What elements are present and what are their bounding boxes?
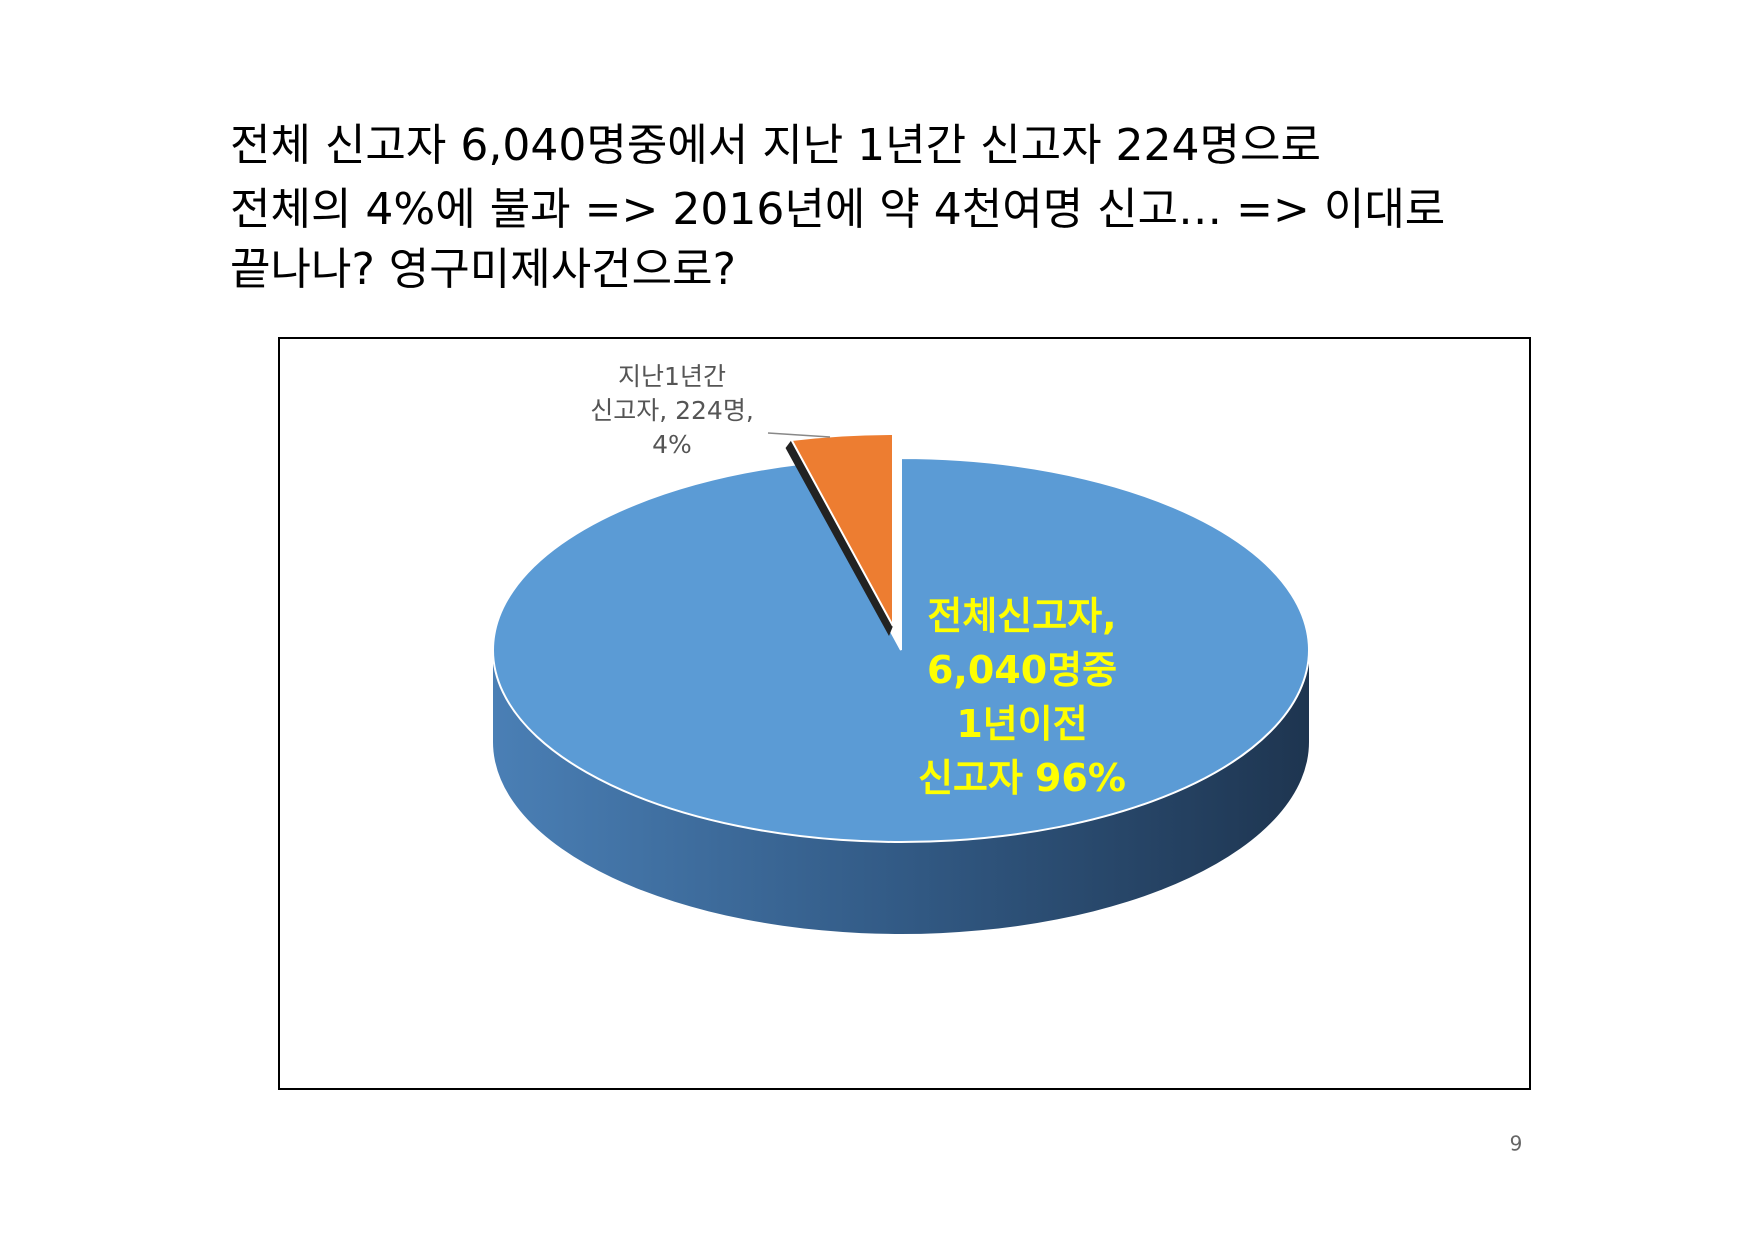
data-label-line: 1년이전 <box>956 702 1087 746</box>
title-line: 전체 신고자 6,040명중에서 지난 1년간 신고자 224명으로 <box>230 120 1321 171</box>
value-label: 4% <box>652 430 692 459</box>
pie-slice <box>789 432 894 627</box>
data-label-line: 신고자 <box>918 756 1023 800</box>
title-line: 전체의 4%에 불과 => 2016년에 약 4천여명 신고… => 이대로 <box>230 184 1445 235</box>
value-label: 96% <box>1035 756 1126 800</box>
data-label-line: 전체신고자, <box>927 594 1116 638</box>
pie-slice-side <box>785 440 893 636</box>
page-number: 9 <box>1510 1132 1523 1156</box>
data-label-line: 6,040명중 <box>927 648 1117 692</box>
pie-side <box>493 650 1309 934</box>
title-line: 끝나나? 영구미제사건으로? <box>230 244 736 295</box>
data-label-line: 신고자, 224명, <box>590 396 754 425</box>
leader-line <box>767 432 831 438</box>
data-label-line: 지난1년간 <box>618 362 726 391</box>
pie-slice <box>492 456 1310 843</box>
